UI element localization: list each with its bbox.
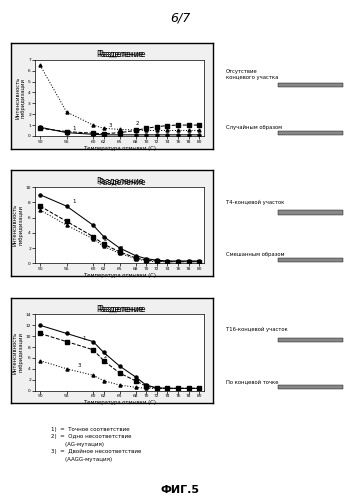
Text: 1)  =  Точное соответствие
2)  =  Одно несоответствие
        (AG-мутация)
3)  =: 1) = Точное соответствие 2) = Одно несоо… [51, 427, 142, 462]
FancyBboxPatch shape [278, 83, 343, 87]
FancyBboxPatch shape [278, 211, 343, 215]
FancyBboxPatch shape [278, 258, 343, 262]
Text: Отсутствие
концевого участка: Отсутствие концевого участка [226, 69, 278, 80]
Text: Разделение: Разделение [98, 178, 145, 187]
Text: ФИГ.5: ФИГ.5 [161, 486, 199, 496]
FancyBboxPatch shape [278, 338, 343, 342]
Text: Смешанным образом: Смешанным образом [226, 252, 284, 257]
FancyBboxPatch shape [278, 131, 343, 135]
Text: Случайным образом: Случайным образом [226, 125, 282, 130]
FancyBboxPatch shape [278, 385, 343, 389]
Text: 6/7: 6/7 [170, 11, 190, 24]
Text: Разделение: Разделение [98, 305, 145, 314]
Text: Т16-концевой участок: Т16-концевой участок [226, 327, 287, 332]
Text: Разделение: Разделение [98, 50, 145, 59]
Text: Т4-концевой участок: Т4-концевой участок [226, 200, 284, 205]
Text: По концевой точке: По концевой точке [226, 380, 278, 385]
